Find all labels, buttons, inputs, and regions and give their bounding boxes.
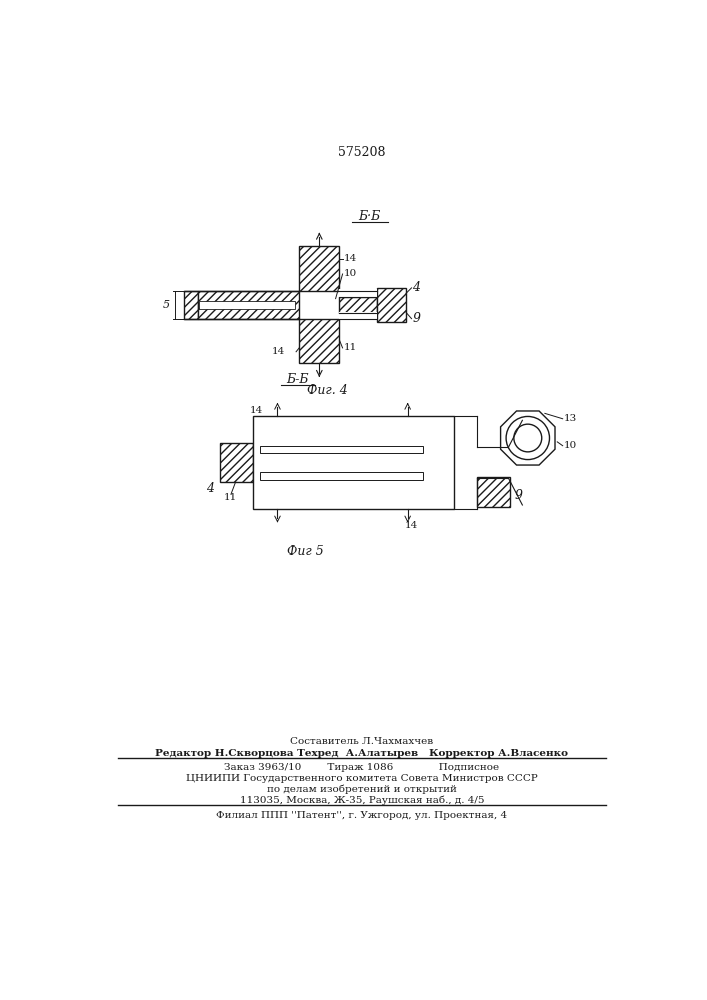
Text: Составитель Л.Чахмахчев: Составитель Л.Чахмахчев — [291, 737, 433, 746]
Text: 4: 4 — [412, 281, 421, 294]
Text: Б·Б: Б·Б — [358, 210, 381, 223]
Text: 4: 4 — [206, 482, 214, 495]
Text: 11: 11 — [344, 343, 356, 352]
Text: Фиг. 4: Фиг. 4 — [307, 384, 347, 397]
Bar — [220, 443, 252, 482]
Text: Филиал ППП ''Патент'', г. Ужгород, ул. Проектная, 4: Филиал ППП ''Патент'', г. Ужгород, ул. П… — [216, 811, 508, 820]
Text: Б-Б: Б-Б — [286, 373, 309, 386]
Bar — [339, 297, 377, 312]
Polygon shape — [501, 411, 555, 465]
Text: по делам изобретений и открытий: по делам изобретений и открытий — [267, 784, 457, 794]
Text: Редактор Н.Скворцова Техред  А.Алатырев   Корректор А.Власенко: Редактор Н.Скворцова Техред А.Алатырев К… — [156, 749, 568, 758]
Text: 113035, Москва, Ж-35, Раушская наб., д. 4/5: 113035, Москва, Ж-35, Раушская наб., д. … — [240, 795, 484, 805]
Bar — [477, 477, 510, 507]
Text: 10: 10 — [563, 441, 577, 450]
Text: 9: 9 — [412, 312, 421, 325]
Bar — [199, 301, 295, 309]
Text: 11: 11 — [224, 493, 238, 502]
Text: 5: 5 — [163, 300, 170, 310]
Text: 10: 10 — [344, 269, 356, 278]
Text: 14: 14 — [344, 254, 356, 263]
Bar — [198, 291, 299, 319]
Text: 9: 9 — [515, 489, 522, 502]
Text: Фиг 5: Фиг 5 — [287, 545, 324, 558]
Bar — [252, 416, 454, 509]
Bar — [377, 288, 406, 322]
Text: 14: 14 — [405, 521, 418, 530]
Text: 575208: 575208 — [338, 146, 386, 159]
Bar — [260, 446, 423, 453]
Bar — [299, 319, 339, 363]
Text: Заказ 3963/10        Тираж 1086              Подписное: Заказ 3963/10 Тираж 1086 Подписное — [224, 763, 500, 772]
Bar — [339, 289, 377, 297]
Text: 14: 14 — [250, 406, 264, 415]
Bar — [260, 472, 423, 480]
Text: 13: 13 — [563, 414, 577, 423]
Bar — [339, 312, 377, 320]
Text: 14: 14 — [272, 347, 285, 356]
Bar — [299, 246, 339, 291]
Bar — [184, 291, 198, 319]
Text: ЦНИИПИ Государственного комитета Совета Министров СССР: ЦНИИПИ Государственного комитета Совета … — [186, 774, 538, 783]
